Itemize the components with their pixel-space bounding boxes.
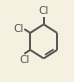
Text: Cl: Cl <box>38 5 49 15</box>
Text: Cl: Cl <box>19 55 29 65</box>
Text: Cl: Cl <box>13 24 24 34</box>
